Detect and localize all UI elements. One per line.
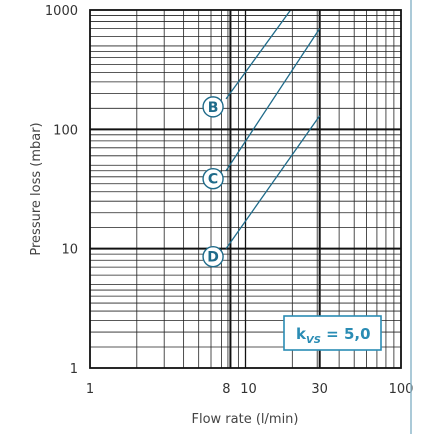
kvs-box (283, 315, 382, 351)
series-marker-c (202, 168, 224, 190)
series-line-d (225, 115, 321, 250)
series-label-c: C (208, 172, 218, 188)
x-tick-labels: 1 8 10 30 100 (86, 382, 414, 397)
grid (90, 10, 401, 368)
series-marker-d (202, 245, 224, 268)
kvs-annotation: kVS = 5,0 (283, 315, 382, 351)
x-tick-label: 1 (86, 382, 94, 397)
kvs-label: kVS = 5,0 (296, 325, 371, 346)
series-layer (225, 9, 321, 250)
x-tick-label: 100 (389, 382, 414, 397)
kvs-tail: = 5,0 (321, 325, 371, 343)
series-line-b (225, 9, 292, 100)
series-markers: B C D (202, 96, 224, 268)
y-tick-labels: 1 10 100 1000 (45, 4, 78, 377)
kvs-main: k (296, 325, 307, 343)
y-tick-label: 1000 (45, 4, 78, 19)
kvs-subscript: VS (306, 335, 321, 346)
x-tick-label: 30 (311, 382, 328, 397)
plot-frame (89, 9, 402, 369)
y-tick-label: 100 (53, 123, 78, 138)
y-tick-label: 10 (61, 243, 78, 258)
y-tick-label: 1 (70, 362, 78, 377)
y-axis-title: Pressure loss (mbar) (29, 122, 44, 255)
series-line-c (225, 28, 321, 172)
x-axis-title: Flow rate (l/min) (192, 412, 299, 427)
x-tick-label: 8 (222, 382, 230, 397)
series-marker-b (202, 96, 224, 118)
series-label-d: D (207, 250, 219, 266)
series-label-b: B (208, 100, 219, 116)
x-tick-label: 10 (240, 382, 257, 397)
